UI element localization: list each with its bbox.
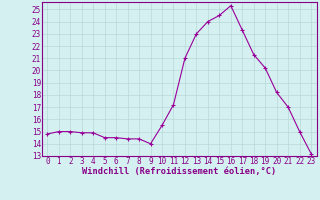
X-axis label: Windchill (Refroidissement éolien,°C): Windchill (Refroidissement éolien,°C) (82, 167, 276, 176)
